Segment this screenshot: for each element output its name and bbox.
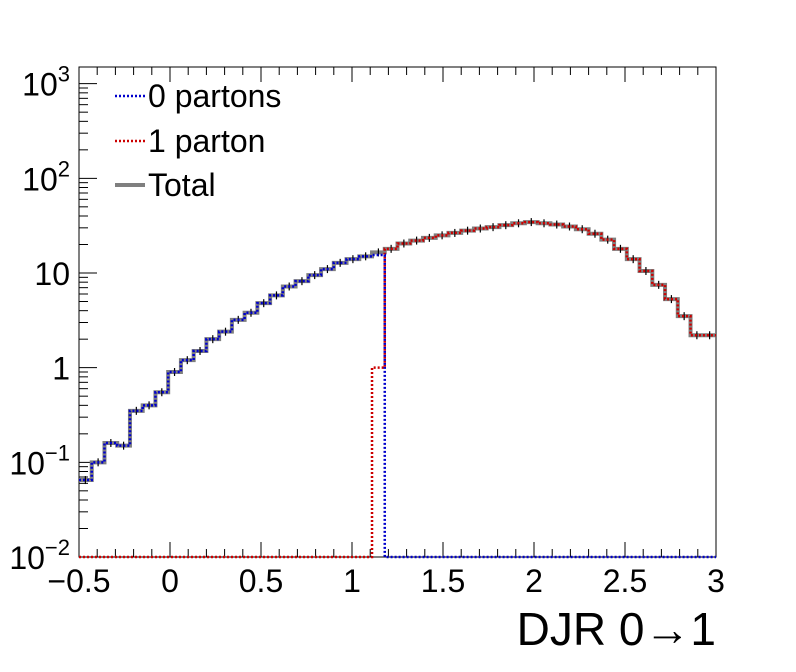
- series-line-2: [79, 220, 716, 483]
- y-tick-exponent: −1: [45, 440, 70, 465]
- x-tick-label: −0.5: [47, 563, 110, 599]
- frame: [78, 66, 717, 558]
- y-tick-base: 1: [52, 351, 70, 387]
- x-tick-label: 0.5: [239, 563, 283, 599]
- y-tick-exponent: −2: [45, 535, 70, 560]
- legend-label-1: 1 parton: [148, 123, 265, 159]
- x-tick-label: 2: [525, 563, 543, 599]
- y-tick-base: 10: [22, 161, 58, 197]
- y-tick-label: 102: [22, 156, 70, 197]
- y-tick-label: 103: [22, 62, 70, 103]
- y-tick-base: 10: [9, 445, 45, 481]
- legend-label-0: 0 partons: [148, 78, 281, 114]
- x-tick-label: 0: [161, 563, 179, 599]
- y-tick-label: 1: [52, 351, 70, 387]
- legend: 0 partons 1 parton Total: [115, 78, 281, 203]
- y-tick-exponent: 2: [58, 156, 70, 181]
- y-tick-base: 10: [34, 256, 70, 292]
- x-tick-label: 2.5: [603, 563, 647, 599]
- x-tick-label: 1: [343, 563, 361, 599]
- axis-ticks: [78, 67, 717, 558]
- y-tick-label: 10: [34, 256, 70, 292]
- y-tick-base: 10: [22, 67, 58, 103]
- y-tick-label: 10−2: [9, 535, 70, 576]
- y-tick-exponent: 3: [58, 62, 70, 87]
- legend-label-2: Total: [148, 167, 216, 203]
- series-line-1: [79, 220, 716, 559]
- y-tick-base: 10: [9, 540, 45, 576]
- series-line-0: [79, 253, 716, 559]
- x-axis-label: DJR 0→1: [517, 603, 716, 655]
- x-tick-label: 3: [707, 563, 725, 599]
- series-layer: [79, 218, 716, 559]
- y-tick-label: 10−1: [9, 440, 70, 481]
- x-tick-label: 1.5: [421, 563, 465, 599]
